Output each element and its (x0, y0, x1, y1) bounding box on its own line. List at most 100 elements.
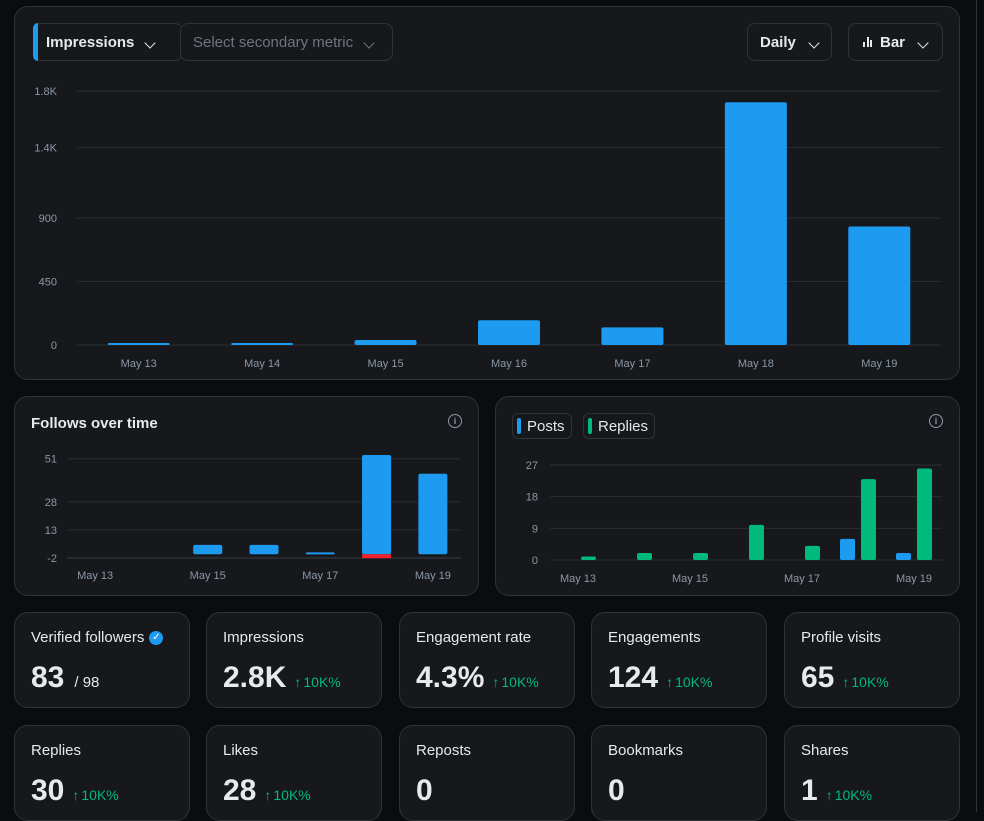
x-tick-label: May 19 (415, 570, 451, 582)
primary-metric-accent (33, 23, 38, 61)
replies-bar (637, 552, 652, 560)
arrow-up-icon: ↑ (666, 674, 674, 690)
arrow-up-icon: ↑ (294, 674, 302, 690)
y-tick-label: 28 (45, 497, 57, 509)
secondary-metric-placeholder: Select secondary metric (193, 33, 354, 51)
bar (724, 102, 787, 346)
stat-value-row: 65 ↑ 10K% (801, 661, 889, 695)
arrow-up-icon: ↑ (842, 674, 850, 690)
stat-value: 124 (608, 661, 659, 694)
stat-label-text: Engagement rate (416, 629, 532, 646)
primary-metric-select[interactable]: Impressions (33, 23, 183, 61)
interval-select[interactable]: Daily (747, 23, 832, 61)
stat-value: 0 (416, 774, 433, 807)
y-tick-label: 9 (532, 523, 538, 535)
stat-value-row: 30 ↑ 10K% (31, 774, 119, 808)
stat-card[interactable]: Replies 30 ↑ 10K% (14, 725, 190, 821)
stat-value: 30 (31, 774, 65, 807)
stat-delta: ↑ 10K% (666, 674, 712, 690)
stat-label-text: Verified followers (31, 629, 145, 646)
y-tick-label: 0 (51, 340, 57, 352)
page-scrollbar[interactable] (976, 0, 977, 812)
stat-value-row: 2.8K ↑ 10K% (223, 661, 341, 695)
impressions-bar-chart: 0 450 900 1.4K 1.8K May 13 May 14 May 15 May 16 M… (34, 86, 941, 370)
stat-value-row: 28 ↑ 10K% (223, 774, 311, 808)
stat-value: 65 (801, 661, 835, 694)
stat-label-text: Engagements (608, 629, 701, 646)
x-tick-label: May 19 (896, 573, 932, 585)
stat-delta: ↑ 10K% (72, 787, 118, 803)
y-tick-label: 900 (39, 213, 57, 225)
x-tick-label: May 17 (784, 573, 820, 585)
stat-label-text: Likes (223, 742, 259, 759)
posts-swatch (517, 418, 521, 434)
replies-swatch (588, 418, 592, 434)
bar (193, 544, 223, 555)
info-icon[interactable]: i (929, 414, 943, 428)
legend-replies[interactable]: Replies (583, 413, 656, 439)
stat-card[interactable]: Verified followers ✓ 83 / 98 (14, 612, 190, 708)
stat-label: Shares (801, 742, 849, 759)
y-tick-label: 1.8K (34, 86, 57, 98)
stat-label-text: Profile visits (801, 629, 882, 646)
x-tick-label: May 18 (738, 358, 774, 370)
stat-delta-text: 10K% (81, 787, 119, 803)
stat-label: Impressions (223, 629, 304, 646)
stat-label: Likes (223, 742, 258, 759)
x-tick-label: May 19 (861, 358, 897, 370)
posts-replies-chart-card: Posts Replies i 0 9 18 27 May 13 May 15 May 17… (495, 396, 960, 596)
posts-bar (840, 538, 855, 560)
replies-bar (861, 479, 876, 560)
y-tick-label: 1.4K (34, 142, 57, 154)
stat-card[interactable]: Engagement rate 4.3% ↑ 10K% (399, 612, 575, 708)
verified-badge-icon: ✓ (149, 630, 164, 645)
stat-card[interactable]: Bookmarks 0 (591, 725, 767, 821)
x-tick-label: May 15 (368, 358, 404, 370)
follows-title: Follows over time (31, 415, 158, 432)
x-tick-label: May 16 (491, 358, 527, 370)
stat-card[interactable]: Reposts 0 (399, 725, 575, 821)
stat-value: 4.3% (416, 661, 485, 694)
stat-card[interactable]: Impressions 2.8K ↑ 10K% (206, 612, 382, 708)
bar (362, 455, 392, 555)
stat-label-text: Replies (31, 742, 82, 759)
bar (305, 552, 335, 555)
stat-delta-text: 10K% (273, 787, 311, 803)
posts-replies-bar-chart: 0 9 18 27 May 13 May 15 May 17 May 19 (526, 460, 942, 585)
stat-card[interactable]: Likes 28 ↑ 10K% (206, 725, 382, 821)
stat-delta-text: 10K% (851, 674, 889, 690)
replies-bar (749, 524, 764, 560)
stat-card[interactable]: Shares 1 ↑ 10K% (784, 725, 960, 821)
stat-value-row: 0 (416, 774, 433, 808)
arrow-up-icon: ↑ (825, 787, 833, 803)
stat-label: Engagement rate (416, 629, 531, 646)
legend-replies-label: Replies (598, 417, 649, 435)
stat-delta-text: 10K% (501, 674, 539, 690)
impressions-chart-card: Impressions Select secondary metric Dail… (14, 6, 960, 380)
bar (418, 473, 448, 555)
stat-card[interactable]: Profile visits 65 ↑ 10K% (784, 612, 960, 708)
info-icon[interactable]: i (448, 414, 462, 428)
stat-label: Replies (31, 742, 81, 759)
posts-bar (896, 552, 911, 560)
negative-bar (362, 554, 392, 559)
stat-card[interactable]: Engagements 124 ↑ 10K% (591, 612, 767, 708)
stat-value: 0 (608, 774, 625, 807)
y-tick-label: 0 (532, 555, 538, 567)
x-tick-label: May 13 (121, 358, 157, 370)
stat-label-text: Reposts (416, 742, 472, 759)
stat-delta: ↑ 10K% (294, 674, 340, 690)
replies-bar (693, 552, 708, 560)
stat-label: Bookmarks (608, 742, 683, 759)
x-tick-label: May 15 (672, 573, 708, 585)
bar (601, 327, 664, 345)
secondary-metric-select[interactable]: Select secondary metric (180, 23, 393, 61)
stat-label-text: Impressions (223, 629, 304, 646)
chart-type-select[interactable]: Bar (848, 23, 943, 61)
stat-label: Engagements (608, 629, 701, 646)
legend-posts[interactable]: Posts (512, 413, 572, 439)
bar (107, 343, 170, 345)
stat-delta: ↑ 10K% (492, 674, 538, 690)
stat-delta-text: 10K% (834, 787, 873, 803)
stat-subvalue: / 98 (74, 674, 100, 691)
